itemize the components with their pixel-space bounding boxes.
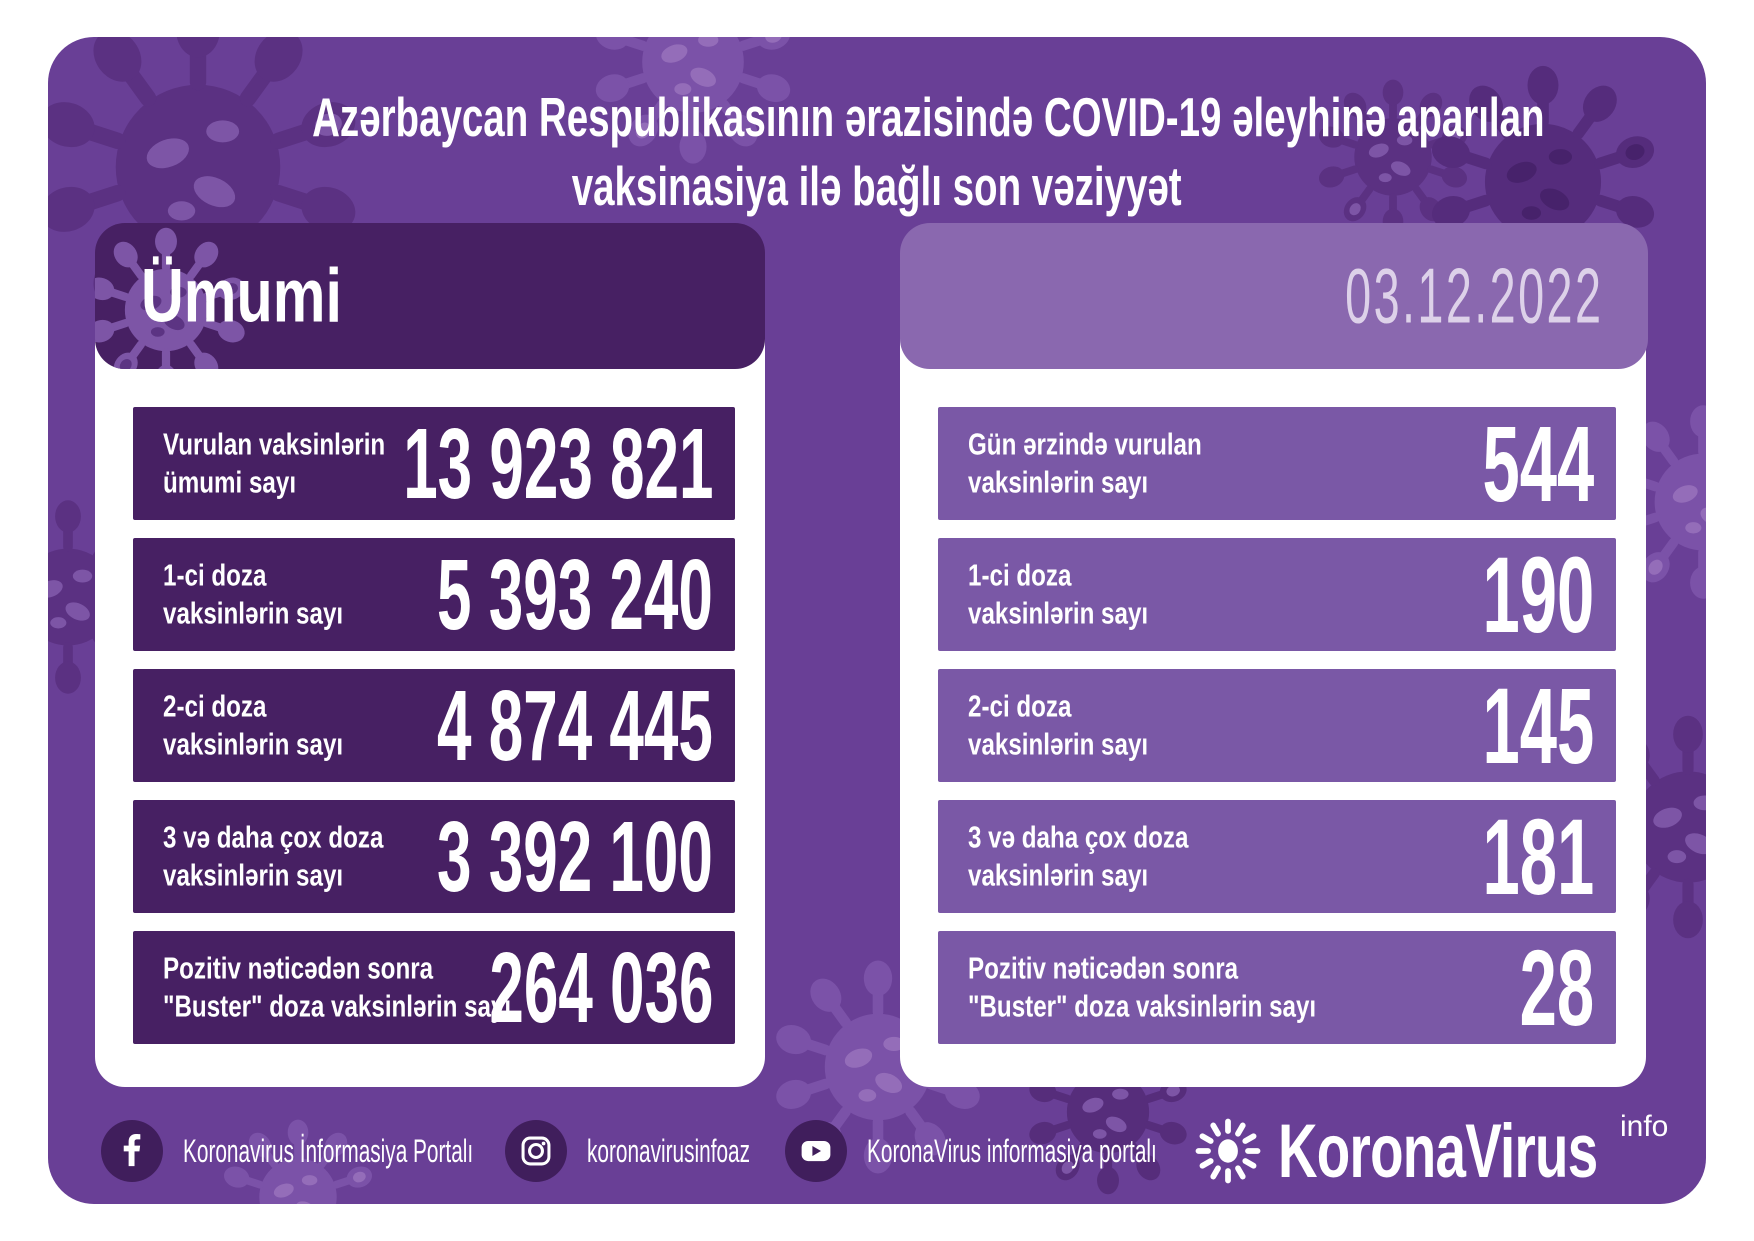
table-row: 2-ci doza vaksinlərin sayı 145 xyxy=(938,669,1616,782)
facebook-label: Koronavirus İnformasiya Portalı xyxy=(183,1132,474,1169)
stat-label: 2-ci doza vaksinlərin sayı xyxy=(163,688,344,762)
page-title: Azərbaycan Respublikasının ərazisində CO… xyxy=(48,83,1706,221)
brand-superscript: info xyxy=(1620,1110,1669,1143)
right-stats-card: Gün ərzində vurulan vaksinlərin sayı 544 … xyxy=(900,297,1646,1087)
title-line-1: Azərbaycan Respublikasının ərazisində CO… xyxy=(312,86,1545,148)
youtube-icon xyxy=(785,1120,847,1182)
table-row: Gün ərzində vurulan vaksinlərin sayı 544 xyxy=(938,407,1616,520)
stat-label: 2-ci doza vaksinlərin sayı xyxy=(968,688,1149,762)
date-header: 03.12.2022 xyxy=(900,223,1648,369)
virus-logo-icon xyxy=(1195,1118,1261,1184)
stat-value: 3 392 100 xyxy=(437,800,713,913)
stat-value: 181 xyxy=(1482,795,1594,917)
table-row: Vurulan vaksinlərin ümumi sayı 13 923 821 xyxy=(133,407,735,520)
youtube-link[interactable]: KoronaVirus informasiya portalı xyxy=(785,1120,1192,1182)
stat-label: Gün ərzində vurulan vaksinlərin sayı xyxy=(968,426,1202,500)
instagram-label: koronavirusinfoaz xyxy=(587,1132,751,1169)
stat-label: 3 və daha çox doza vaksinlərin sayı xyxy=(968,819,1189,893)
stat-value: 190 xyxy=(1482,533,1594,655)
stat-label: 3 və daha çox doza vaksinlərin sayı xyxy=(163,819,384,893)
instagram-icon xyxy=(505,1120,567,1182)
left-panel-header: Ümumi xyxy=(95,223,765,369)
title-line-2: vaksinasiya ilə bağlı son vəziyyət xyxy=(572,154,1182,217)
stat-label: Pozitiv nəticədən sonra "Buster" doza vak… xyxy=(163,950,512,1024)
brand-logo: KoronaVirus info xyxy=(1192,1108,1668,1195)
brand-name: KoronaVirus xyxy=(1278,1108,1598,1194)
table-row: 1-ci doza vaksinlərin sayı 5 393 240 xyxy=(133,538,735,651)
stat-label: Vurulan vaksinlərin ümumi sayı xyxy=(163,426,386,500)
footer: Koronavirus İnformasiya Portalı koronavi… xyxy=(101,1109,1668,1194)
stat-value: 13 923 821 xyxy=(402,407,713,520)
infographic-board: Azərbaycan Respublikasının ərazisində CO… xyxy=(48,37,1706,1204)
stat-value: 4 874 445 xyxy=(437,669,713,782)
stat-value: 5 393 240 xyxy=(437,538,713,651)
stat-value: 145 xyxy=(1482,664,1594,786)
table-row: 2-ci doza vaksinlərin sayı 4 874 445 xyxy=(133,669,735,782)
stat-value: 28 xyxy=(1519,926,1594,1048)
stat-label: Pozitiv nəticədən sonra "Buster" doza vak… xyxy=(968,950,1317,1024)
left-panel-title: Ümumi xyxy=(141,253,342,339)
left-stats-card: Vurulan vaksinlərin ümumi sayı 13 923 821… xyxy=(95,297,765,1087)
table-row: Pozitiv nəticədən sonra "Buster" doza vak… xyxy=(133,931,735,1044)
stat-label: 1-ci doza vaksinlərin sayı xyxy=(163,557,344,631)
facebook-icon xyxy=(101,1120,163,1182)
instagram-link[interactable]: koronavirusinfoaz xyxy=(505,1120,767,1182)
table-row: Pozitiv nəticədən sonra "Buster" doza vak… xyxy=(938,931,1616,1044)
stat-label: 1-ci doza vaksinlərin sayı xyxy=(968,557,1149,631)
facebook-link[interactable]: Koronavirus İnformasiya Portalı xyxy=(101,1120,495,1182)
youtube-label: KoronaVirus informasiya portalı xyxy=(867,1132,1157,1169)
stat-value: 544 xyxy=(1482,402,1594,524)
table-row: 1-ci doza vaksinlərin sayı 190 xyxy=(938,538,1616,651)
table-row: 3 və daha çox doza vaksinlərin sayı 3 392… xyxy=(133,800,735,913)
table-row: 3 və daha çox doza vaksinlərin sayı 181 xyxy=(938,800,1616,913)
stat-value: 264 036 xyxy=(488,931,713,1044)
report-date: 03.12.2022 xyxy=(1344,251,1603,340)
